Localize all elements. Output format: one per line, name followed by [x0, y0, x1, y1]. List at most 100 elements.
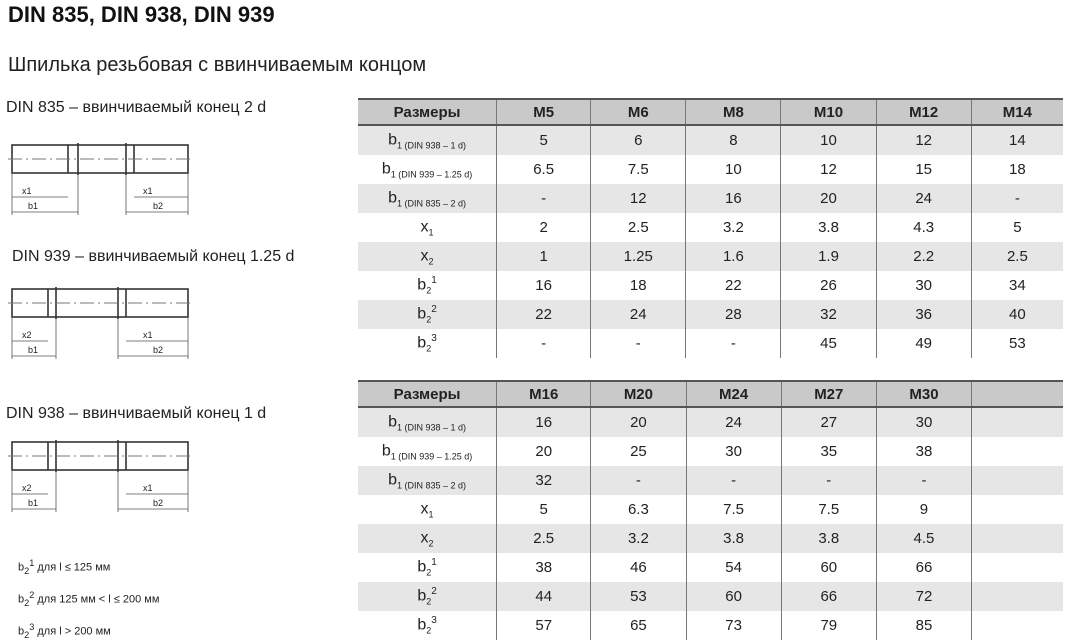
table-cell: 49: [875, 329, 972, 358]
table-cell: 4.5: [875, 524, 972, 553]
table-cell: 6.3: [590, 495, 686, 524]
table-cell: 35: [780, 437, 877, 466]
table-cell: 18: [970, 155, 1063, 184]
row-label: x2: [358, 524, 497, 553]
table-cell: -: [875, 466, 972, 495]
table-cell: 85: [875, 611, 972, 640]
table-cell: 66: [875, 553, 972, 582]
table-cell: 7.5: [685, 495, 782, 524]
table-cell: 30: [875, 271, 972, 300]
table-cell: 34: [970, 271, 1063, 300]
table-cell: 3.8: [780, 524, 877, 553]
table-cell: 2: [496, 213, 591, 242]
dim-label: b2: [153, 498, 163, 508]
diagram-caption-din938: DIN 938 – ввинчиваемый конец 1 d: [6, 405, 267, 422]
table-row: b1 (DIN 835 – 2 d) -12 16 20 24-: [358, 184, 1063, 213]
row-label: b21: [417, 275, 437, 296]
dim-label: x2: [22, 483, 32, 493]
row-label: b23: [417, 333, 437, 354]
table-cell: -: [685, 466, 782, 495]
table-cell: [971, 437, 1063, 466]
column-header: M30: [875, 380, 972, 408]
dim-label: x2: [22, 330, 32, 340]
table-cell: 40: [970, 300, 1063, 329]
table-cell: 22: [496, 300, 591, 329]
table-row: x2 1 1.25 1.6 1.9 2.2 2.5: [358, 242, 1063, 271]
column-header: M12: [875, 98, 972, 126]
table-cell: 2.5: [496, 524, 591, 553]
table-cell: 79: [780, 611, 877, 640]
row-label: b1 (DIN 835 – 2 d): [358, 184, 497, 213]
dim-label: b1: [28, 201, 38, 211]
table-cell: 36: [875, 300, 972, 329]
table-cell: 46: [590, 553, 686, 582]
table-cell: 32: [780, 300, 877, 329]
table-cell: 54: [685, 553, 782, 582]
table-cell: 24: [685, 407, 782, 437]
table-cell: 2.2: [875, 242, 972, 271]
table-cell: 7.5: [590, 155, 686, 184]
table-cell: 5: [496, 125, 591, 155]
table-cell: 12: [780, 155, 877, 184]
table-cell: [971, 495, 1063, 524]
column-header: M6: [590, 98, 686, 126]
table-cell: 1.9: [780, 242, 877, 271]
row-label: b1 (DIN 835 – 2 d): [358, 466, 497, 495]
table-row: x2 2.5 3.2 3.8 3.8 4.5: [358, 524, 1063, 553]
table-row: b22 44 53 60 66 72: [358, 582, 1063, 611]
footnote-2: b22 для 125 мм < l ≤ 200 мм: [18, 590, 160, 608]
dim-label: b1: [28, 498, 38, 508]
table-cell: -: [970, 184, 1063, 213]
table-cell: 3.2: [685, 213, 781, 242]
column-header: M27: [780, 380, 877, 408]
table-cell: [971, 466, 1063, 495]
table-row: b23 57 65 73 79 85: [358, 611, 1063, 640]
table-header-row: Размеры M16 M20 M24 M27 M30: [358, 380, 1063, 408]
table-row: x1 5 6.3 7.5 7.5 9: [358, 495, 1063, 524]
table-cell: 53: [970, 329, 1063, 358]
table-cell: 73: [685, 611, 782, 640]
table-cell: 2.5: [590, 213, 686, 242]
column-header: M20: [590, 380, 686, 408]
table-cell: 15: [875, 155, 972, 184]
row-label: b22: [358, 300, 497, 329]
table-row: b1 (DIN 835 – 2 d) 32- - - -: [358, 466, 1063, 495]
table-cell: 10: [780, 125, 877, 155]
table-cell: 72: [875, 582, 972, 611]
table-cell: 3.2: [590, 524, 686, 553]
column-header: Размеры: [358, 98, 497, 126]
stud-bolt-diagram: x2 b1 x1 b2: [8, 287, 194, 359]
table-cell: [971, 553, 1063, 582]
column-header: M24: [685, 380, 782, 408]
row-label: b1 (DIN 938 – 1 d): [358, 407, 497, 437]
row-label: x2: [358, 242, 497, 271]
table-cell: 38: [496, 553, 591, 582]
table-cell: 1.25: [590, 242, 686, 271]
table-row: b21 38 46 54 60 66: [358, 553, 1063, 582]
diagram-caption-din835: DIN 835 – ввинчиваемый конец 2 d: [6, 99, 267, 116]
table-row: b22 22 24 28 32 36 40: [358, 300, 1063, 329]
table-cell: 60: [780, 553, 877, 582]
stud-bolt-diagram: x2 b1 x1 b2: [8, 440, 194, 512]
row-label: x1: [420, 500, 434, 520]
table-cell: 20: [590, 407, 686, 437]
table-cell: 12: [875, 125, 972, 155]
table-cell: 12: [590, 184, 686, 213]
column-header: [971, 380, 1063, 408]
footnote-1: b21 для l ≤ 125 мм: [18, 558, 111, 576]
dimensions-table-m5-m14: Размеры M5 M6 M8 M10 M12 M14 b1 (DIN 938 – 1 d)…: [358, 98, 1063, 358]
table-cell: 14: [970, 125, 1063, 155]
table-cell: 10: [685, 155, 781, 184]
table-cell: 1.6: [685, 242, 781, 271]
table-cell: 5: [496, 495, 591, 524]
table-cell: 3.8: [685, 524, 782, 553]
table-cell: [971, 524, 1063, 553]
dim-label: b1: [28, 345, 38, 355]
diagram-caption-din939: DIN 939 – ввинчиваемый конец 1.25 d: [12, 248, 295, 265]
column-header: M16: [496, 380, 591, 408]
table-cell: 38: [875, 437, 972, 466]
table-row: b1 (DIN 938 – 1 d) 5 6 8 10 12 14: [358, 125, 1063, 155]
dim-label: x1: [143, 483, 153, 493]
table-cell: 28: [685, 300, 781, 329]
table-cell: 45: [780, 329, 877, 358]
